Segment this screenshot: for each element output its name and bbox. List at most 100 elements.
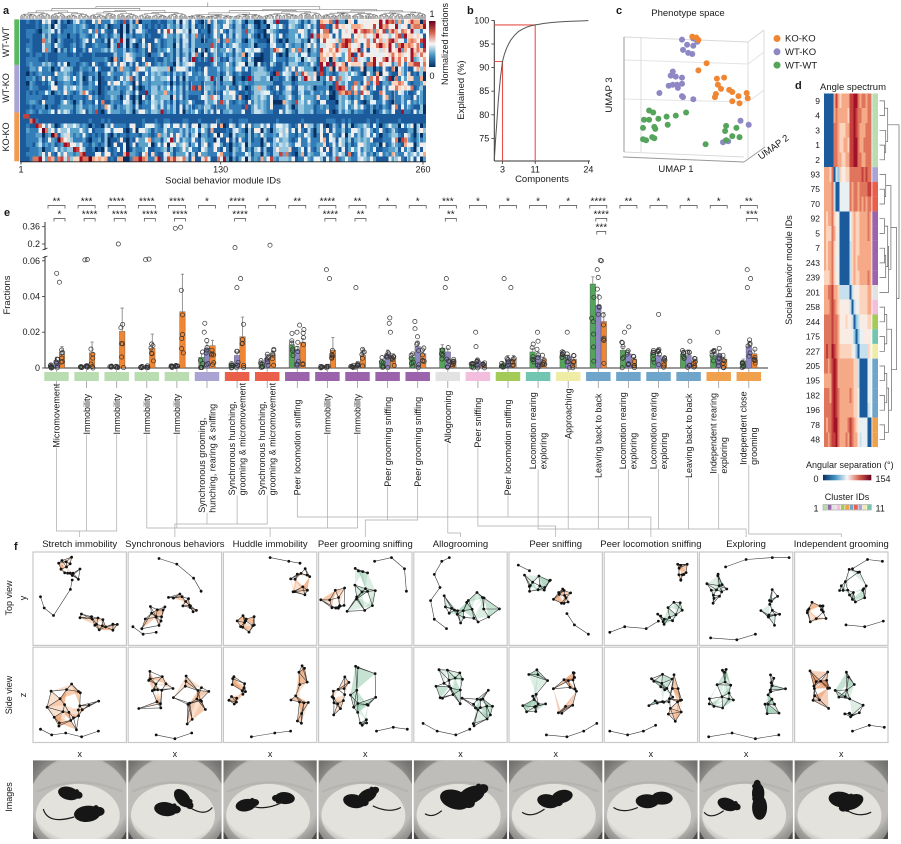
svg-text:Leaving back to back: Leaving back to back	[684, 393, 694, 478]
svg-text:****: ****	[591, 197, 607, 208]
svg-text:a: a	[3, 5, 10, 17]
svg-text:Immobility: Immobility	[112, 393, 122, 434]
svg-text:*: *	[265, 197, 269, 208]
svg-text:201: 201	[806, 287, 820, 297]
svg-text:f: f	[14, 541, 18, 553]
svg-text:7: 7	[815, 243, 820, 253]
svg-text:Peer grooming sniffing: Peer grooming sniffing	[383, 397, 393, 487]
svg-text:*: *	[717, 197, 721, 208]
svg-text:Approaching: Approaching	[563, 388, 573, 439]
svg-text:KO-KO: KO-KO	[1, 122, 11, 151]
svg-text:**: **	[625, 197, 633, 208]
svg-text:WT-WT: WT-WT	[1, 26, 11, 57]
svg-text:x: x	[173, 749, 178, 759]
svg-text:9: 9	[815, 96, 820, 106]
svg-text:Huddle immobility: Huddle immobility	[233, 539, 308, 550]
svg-text:85: 85	[479, 86, 489, 96]
svg-text:Explained (%): Explained (%)	[456, 60, 467, 119]
svg-text:Normalized fractions: Normalized fractions	[440, 2, 450, 85]
svg-text:****: ****	[172, 210, 188, 221]
svg-text:Fractions: Fractions	[2, 275, 13, 314]
svg-text:WT-KO: WT-KO	[785, 47, 816, 58]
svg-text:****: ****	[112, 210, 128, 221]
svg-text:1: 1	[815, 140, 820, 150]
svg-text:205: 205	[806, 361, 820, 371]
svg-text:80: 80	[479, 110, 489, 120]
svg-text:hunching, rearing & sniffing: hunching, rearing & sniffing	[207, 404, 217, 513]
svg-text:154: 154	[876, 474, 891, 484]
svg-text:11: 11	[876, 504, 885, 514]
svg-text:**: **	[357, 210, 365, 221]
svg-text:Leaving back to back: Leaving back to back	[594, 393, 604, 478]
svg-text:Independent grooming: Independent grooming	[794, 539, 889, 550]
svg-text:Peer sniffing: Peer sniffing	[473, 398, 483, 448]
svg-text:Immobility: Immobility	[323, 393, 333, 434]
svg-text:Independent rearing: Independent rearing	[709, 393, 719, 474]
svg-text:130: 130	[213, 165, 228, 175]
svg-text:Allogrooming: Allogrooming	[433, 539, 488, 550]
svg-text:x: x	[363, 749, 368, 759]
svg-text:195: 195	[806, 376, 820, 386]
svg-text:Angular separation (°): Angular separation (°)	[806, 460, 894, 470]
svg-text:Locomotion rearing: Locomotion rearing	[528, 392, 538, 469]
svg-text:WT-WT: WT-WT	[785, 60, 817, 71]
svg-text:239: 239	[806, 273, 820, 283]
svg-text:***: ***	[746, 210, 758, 221]
svg-text:Immobility: Immobility	[353, 393, 363, 434]
svg-text:b: b	[467, 5, 474, 17]
svg-text:0.04: 0.04	[22, 292, 40, 302]
svg-text:exploring: exploring	[538, 433, 548, 470]
svg-text:258: 258	[806, 302, 820, 312]
svg-text:Cluster IDs: Cluster IDs	[825, 492, 870, 502]
svg-text:Synchronous hunching,: Synchronous hunching,	[257, 401, 267, 495]
svg-text:*: *	[205, 197, 209, 208]
svg-text:****: ****	[139, 197, 155, 208]
svg-text:Immobility: Immobility	[142, 393, 152, 434]
svg-text:0.06: 0.06	[22, 256, 40, 266]
svg-text:****: ****	[594, 210, 610, 221]
svg-text:Social behavior module IDs: Social behavior module IDs	[165, 176, 281, 187]
svg-text:1: 1	[813, 504, 818, 514]
svg-text:*: *	[566, 197, 570, 208]
svg-text:75: 75	[479, 133, 489, 143]
svg-text:0: 0	[813, 474, 818, 484]
svg-text:11: 11	[531, 165, 540, 175]
svg-text:75: 75	[811, 184, 821, 194]
svg-text:182: 182	[806, 391, 820, 401]
svg-text:Peer grooming sniffing: Peer grooming sniffing	[318, 539, 413, 550]
svg-text:****: ****	[232, 210, 248, 221]
svg-text:0: 0	[429, 71, 434, 81]
svg-text:5: 5	[815, 228, 820, 238]
svg-text:4: 4	[815, 111, 820, 121]
svg-text:****: ****	[323, 210, 339, 221]
svg-text:exploring: exploring	[719, 437, 729, 474]
svg-text:****: ****	[320, 197, 336, 208]
svg-text:0.2: 0.2	[27, 239, 40, 249]
svg-text:243: 243	[806, 258, 820, 268]
svg-text:95: 95	[479, 39, 489, 49]
svg-text:exploring: exploring	[629, 433, 639, 470]
svg-text:Allogrooming: Allogrooming	[443, 391, 453, 444]
svg-text:Peer grooming sniffing: Peer grooming sniffing	[413, 397, 423, 487]
svg-text:****: ****	[82, 210, 98, 221]
svg-text:Independent close: Independent close	[739, 391, 749, 465]
svg-text:Locomotion rearing: Locomotion rearing	[648, 392, 658, 469]
svg-text:Immobility: Immobility	[82, 393, 92, 434]
svg-text:244: 244	[806, 317, 820, 327]
svg-text:Angle spectrum: Angle spectrum	[820, 82, 886, 93]
svg-text:*: *	[416, 197, 420, 208]
svg-text:****: ****	[229, 197, 245, 208]
svg-text:Phenotype space: Phenotype space	[651, 8, 724, 19]
svg-text:0: 0	[35, 363, 40, 373]
svg-text:grooming & micromovement: grooming & micromovement	[268, 382, 278, 495]
svg-text:78: 78	[811, 420, 821, 430]
svg-text:e: e	[4, 207, 10, 219]
svg-text:Synchronous hunching,: Synchronous hunching,	[227, 401, 237, 495]
svg-text:****: ****	[109, 197, 125, 208]
svg-text:*: *	[536, 197, 540, 208]
svg-text:d: d	[795, 80, 802, 92]
svg-text:Locomotion rearing: Locomotion rearing	[618, 392, 628, 469]
svg-text:3: 3	[815, 125, 820, 135]
svg-text:**: **	[354, 197, 362, 208]
svg-text:WT-KO: WT-KO	[1, 73, 11, 103]
